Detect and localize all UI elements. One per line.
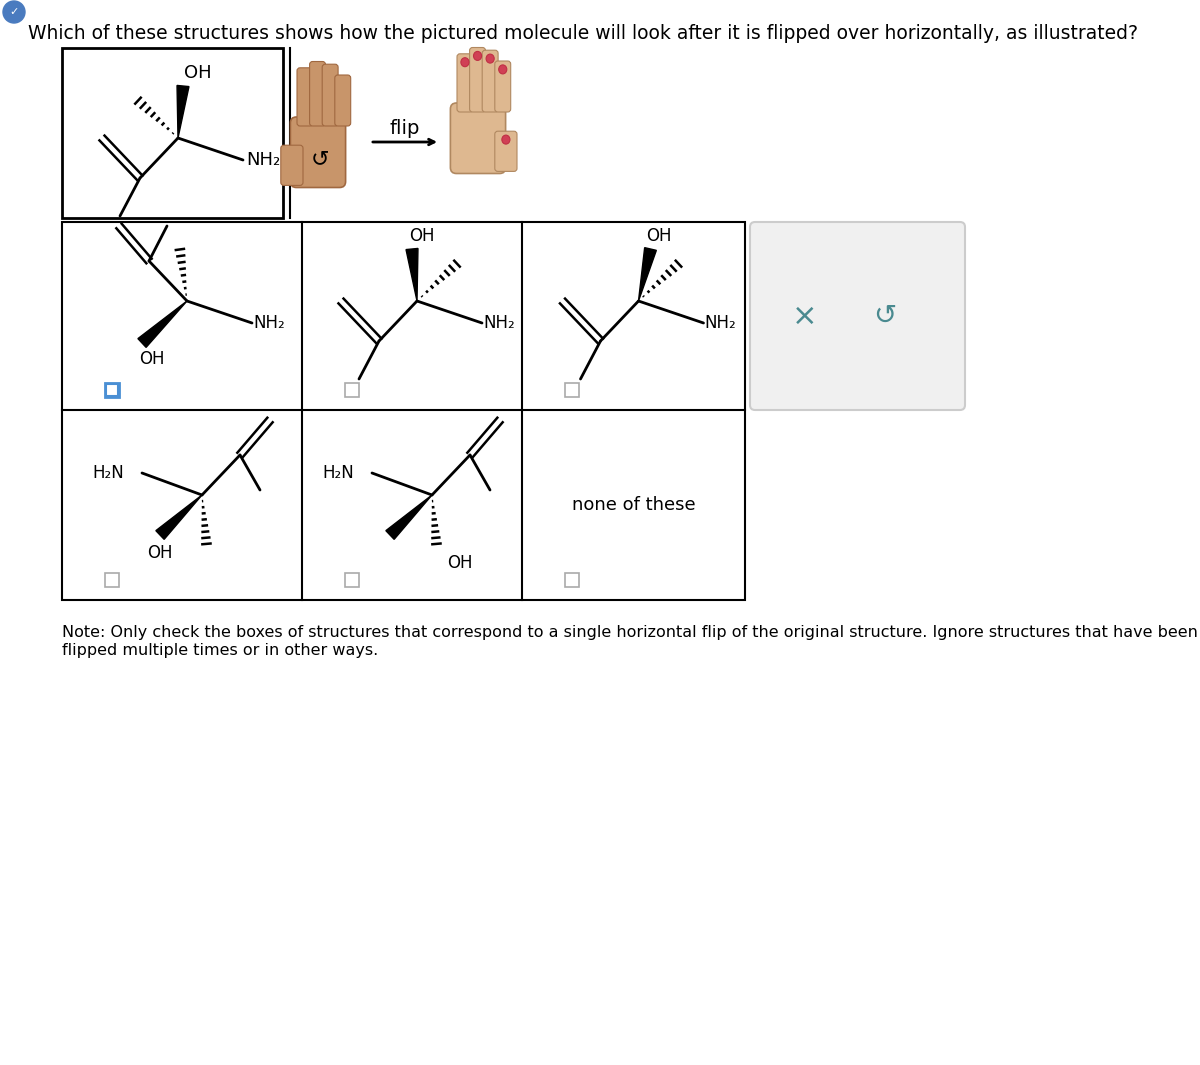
Ellipse shape [486, 54, 494, 63]
Text: flip: flip [390, 118, 420, 137]
Bar [106, 384, 118, 396]
Text: H₂N: H₂N [92, 464, 124, 482]
FancyBboxPatch shape [298, 68, 313, 126]
Text: flipped multiple times or in other ways.: flipped multiple times or in other ways. [62, 643, 378, 658]
Text: none of these: none of these [571, 496, 695, 514]
Text: NH₂: NH₂ [484, 314, 515, 332]
Bar [346, 573, 359, 587]
Ellipse shape [499, 65, 506, 73]
Polygon shape [406, 248, 418, 301]
Text: NH₂: NH₂ [704, 314, 737, 332]
Bar [62, 48, 283, 218]
Polygon shape [386, 495, 432, 539]
Ellipse shape [474, 51, 481, 61]
FancyBboxPatch shape [457, 54, 473, 112]
Text: OH: OH [184, 64, 212, 82]
Ellipse shape [461, 58, 469, 67]
Polygon shape [138, 301, 187, 347]
Bar [62, 222, 745, 600]
FancyBboxPatch shape [281, 145, 302, 185]
Text: OH: OH [646, 227, 671, 245]
FancyBboxPatch shape [335, 75, 350, 126]
Text: ↺: ↺ [874, 302, 896, 330]
FancyBboxPatch shape [482, 50, 498, 112]
Bar [106, 573, 119, 587]
Text: ↺: ↺ [311, 149, 329, 169]
Polygon shape [178, 85, 188, 138]
FancyBboxPatch shape [310, 62, 325, 126]
FancyBboxPatch shape [494, 61, 511, 112]
Text: OH: OH [139, 350, 164, 368]
Bar [346, 383, 359, 397]
FancyBboxPatch shape [494, 131, 517, 171]
Polygon shape [156, 495, 202, 539]
Text: Which of these structures shows how the pictured molecule will look after it is : Which of these structures shows how the … [28, 24, 1138, 43]
Polygon shape [638, 248, 656, 301]
FancyBboxPatch shape [322, 64, 338, 126]
Text: NH₂: NH₂ [253, 314, 284, 332]
Text: NH₂: NH₂ [246, 151, 280, 169]
Bar [565, 573, 580, 587]
FancyBboxPatch shape [469, 48, 486, 112]
Bar [565, 383, 580, 397]
FancyBboxPatch shape [290, 117, 346, 187]
Text: ×: × [792, 301, 817, 330]
Bar [106, 383, 119, 397]
FancyBboxPatch shape [450, 103, 505, 174]
Text: OH: OH [409, 227, 434, 245]
Ellipse shape [502, 135, 510, 144]
Text: OH: OH [148, 544, 173, 562]
FancyBboxPatch shape [750, 222, 965, 410]
Text: H₂N: H₂N [323, 464, 354, 482]
Circle shape [2, 1, 25, 23]
Text: ✓: ✓ [10, 7, 19, 17]
Text: OH: OH [448, 554, 473, 572]
Text: Note: Only check the boxes of structures that correspond to a single horizontal : Note: Only check the boxes of structures… [62, 625, 1200, 640]
